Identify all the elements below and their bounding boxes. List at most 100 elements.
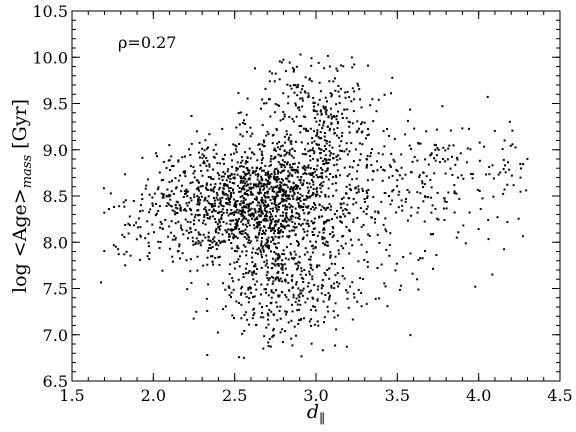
scatter-point — [311, 147, 314, 150]
scatter-point — [280, 145, 283, 148]
scatter-point — [321, 215, 324, 218]
scatter-point — [251, 151, 254, 154]
scatter-point — [326, 169, 329, 172]
scatter-point — [430, 152, 433, 155]
scatter-point — [209, 203, 212, 205]
scatter-point — [352, 203, 355, 206]
scatter-point — [212, 263, 215, 266]
scatter-point — [355, 201, 358, 204]
scatter-point — [315, 188, 318, 191]
scatter-point — [325, 161, 327, 164]
scatter-point — [225, 202, 227, 204]
scatter-point — [253, 184, 256, 186]
scatter-point — [301, 294, 304, 297]
scatter-point — [205, 182, 208, 185]
scatter-point — [366, 158, 369, 161]
scatter-point — [183, 172, 186, 175]
scatter-point — [371, 148, 374, 151]
scatter-point — [323, 135, 326, 138]
scatter-point — [218, 239, 221, 242]
scatter-point — [235, 148, 237, 151]
scatter-point — [276, 319, 279, 322]
scatter-point — [511, 143, 514, 146]
scatter-point — [303, 253, 306, 256]
scatter-point — [393, 160, 396, 163]
scatter-point — [296, 191, 299, 194]
scatter-point — [244, 193, 247, 195]
scatter-point — [348, 183, 351, 186]
scatter-point — [422, 200, 425, 203]
scatter-point — [252, 296, 255, 298]
scatter-point — [332, 227, 335, 230]
scatter-point — [309, 308, 312, 311]
scatter-point — [326, 305, 329, 308]
scatter-point — [230, 295, 232, 298]
scatter-point — [291, 147, 294, 150]
scatter-point — [242, 356, 245, 359]
scatter-point — [185, 229, 188, 232]
scatter-point — [302, 179, 305, 182]
scatter-point — [311, 206, 314, 208]
scatter-point — [337, 285, 339, 288]
scatter-point — [221, 179, 224, 182]
scatter-point — [170, 220, 173, 223]
scatter-point — [388, 254, 391, 257]
scatter-point — [302, 203, 305, 206]
scatter-point — [225, 197, 228, 200]
scatter-point — [391, 190, 394, 193]
scatter-point — [285, 212, 288, 215]
scatter-point — [257, 183, 260, 186]
scatter-point — [292, 225, 295, 228]
scatter-point — [269, 115, 272, 118]
scatter-point — [241, 210, 244, 213]
scatter-point — [192, 166, 195, 169]
scatter-point — [323, 237, 326, 240]
scatter-point — [316, 176, 319, 179]
scatter-point — [444, 160, 447, 163]
scatter-point — [290, 204, 293, 207]
scatter-point — [223, 239, 226, 242]
scatter-point — [239, 255, 241, 258]
scatter-point — [284, 293, 287, 296]
scatter-point — [278, 189, 281, 192]
x-tick-labels: 1.5 2.0 2.5 3.0 3.5 4.0 4.5 — [59, 386, 572, 405]
scatter-point — [418, 142, 421, 145]
scatter-point — [266, 173, 269, 176]
scatter-point — [233, 182, 236, 185]
scatter-point — [283, 154, 286, 157]
scatter-point — [301, 88, 303, 91]
scatter-point — [283, 183, 286, 186]
scatter-point — [511, 129, 514, 132]
scatter-point — [291, 220, 294, 223]
scatter-point — [261, 143, 264, 146]
scatter-point — [174, 213, 177, 216]
scatter-point — [342, 196, 345, 199]
scatter-point — [133, 224, 136, 227]
scatter-point — [298, 223, 300, 226]
scatter-point — [223, 153, 226, 156]
scatter-point — [468, 127, 470, 130]
scatter-point — [306, 285, 309, 288]
scatter-point — [399, 284, 402, 287]
scatter-point — [336, 159, 339, 161]
scatter-point — [316, 288, 319, 291]
scatter-point — [248, 224, 251, 227]
scatter-point — [287, 218, 290, 221]
scatter-point — [232, 143, 235, 146]
scatter-point — [277, 203, 280, 206]
scatter-point — [282, 189, 285, 191]
scatter-point — [276, 178, 279, 181]
scatter-point — [251, 166, 254, 169]
scatter-point — [170, 165, 173, 168]
scatter-point — [196, 179, 199, 182]
scatter-point — [261, 179, 264, 182]
scatter-point — [483, 145, 486, 148]
scatter-point — [312, 228, 315, 230]
scatter-point — [457, 231, 460, 234]
scatter-point — [281, 341, 284, 343]
scatter-point — [435, 144, 437, 147]
scatter-point — [443, 197, 446, 200]
scatter-point — [229, 219, 232, 222]
scatter-point — [363, 121, 366, 124]
scatter-point — [282, 211, 284, 214]
